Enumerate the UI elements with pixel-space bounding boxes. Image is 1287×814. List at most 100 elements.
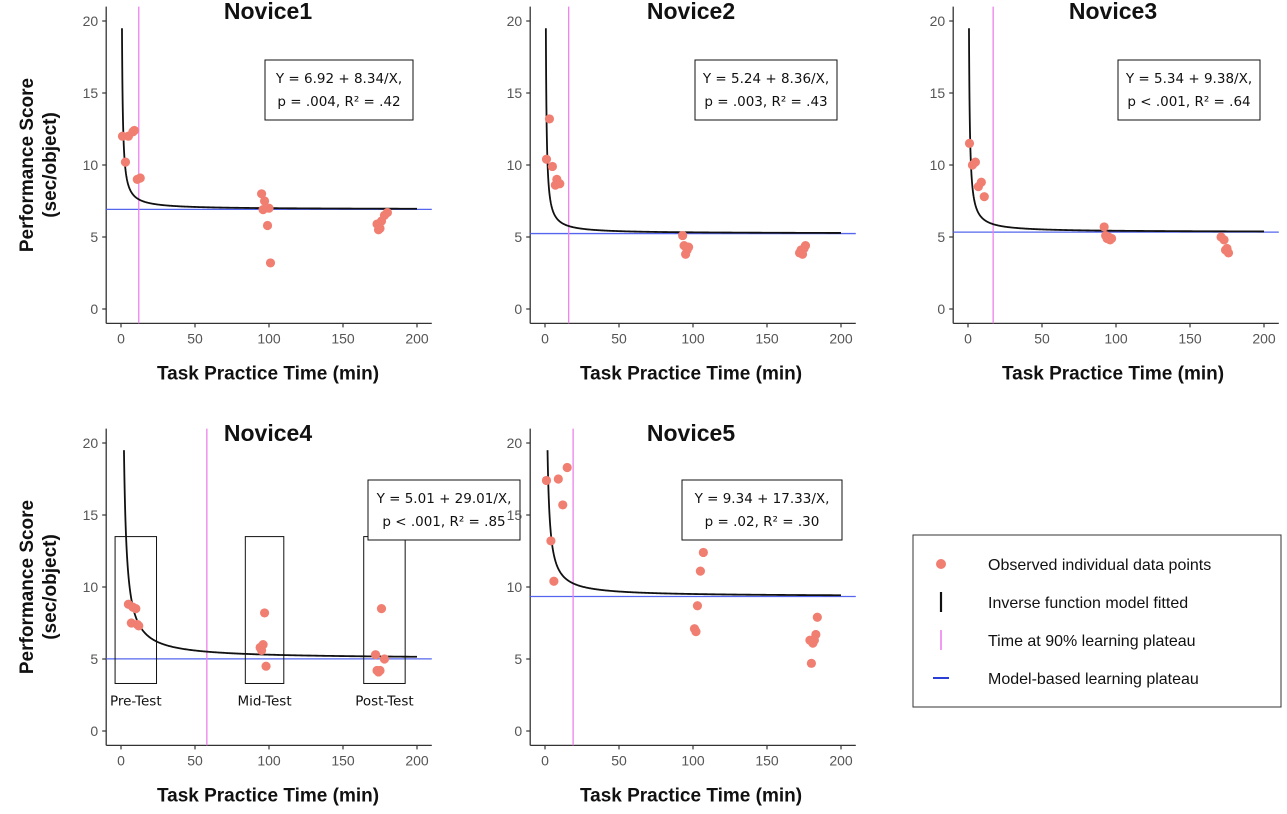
data-point	[692, 601, 703, 611]
data-point	[135, 173, 145, 183]
y-tick-label: 0	[514, 723, 522, 739]
x-axis-title: Task Practice Time (min)	[157, 363, 379, 384]
data-point	[678, 230, 688, 241]
data-point	[541, 475, 552, 486]
x-axis-title: Task Practice Time (min)	[157, 785, 379, 806]
y-tick-label: 10	[507, 157, 523, 173]
x-axis-title: Task Practice Time (min)	[580, 785, 802, 806]
data-point	[549, 576, 559, 586]
x-tick-label: 200	[405, 330, 429, 346]
data-point	[695, 566, 706, 576]
y-tick-label: 15	[507, 507, 523, 523]
legend-box	[912, 534, 1282, 708]
y-axis-title-line1: Performance Score	[17, 78, 38, 252]
y-tick-label: 0	[90, 723, 98, 739]
data-point	[541, 154, 552, 164]
data-point	[265, 258, 276, 268]
legend-point-icon	[936, 559, 946, 569]
fitted-curve	[546, 450, 842, 597]
y-axis-title-line2: (sec/object)	[40, 534, 61, 640]
equation-text: Y = 5.24 + 8.36/X,	[702, 71, 829, 87]
equation-text: Y = 9.34 + 17.33/X,	[694, 491, 830, 507]
data-point	[262, 220, 273, 231]
x-tick-label: 200	[1252, 330, 1276, 346]
data-point	[134, 621, 144, 631]
x-tick-label: 0	[541, 330, 549, 346]
data-point	[691, 627, 701, 637]
data-point	[375, 223, 385, 233]
data-point	[131, 604, 141, 614]
y-tick-label: 5	[937, 229, 945, 245]
data-point	[376, 604, 387, 614]
x-tick-label: 50	[611, 330, 627, 346]
statistics-text: p < .001, R² = .85	[382, 514, 505, 530]
y-tick-label: 10	[930, 157, 946, 173]
data-point	[120, 157, 131, 167]
chart-title: Novice2	[647, 0, 735, 24]
x-tick-label: 200	[405, 752, 429, 768]
x-axis-title: Task Practice Time (min)	[580, 363, 802, 384]
y-tick-label: 20	[507, 13, 523, 29]
chart-title: Novice5	[647, 420, 735, 446]
fitted-curve	[544, 28, 842, 234]
x-tick-label: 100	[257, 752, 281, 768]
data-point	[1219, 235, 1229, 245]
group-label: Mid-Test	[237, 693, 291, 709]
y-tick-label: 15	[83, 507, 99, 523]
x-tick-label: 150	[1178, 330, 1202, 346]
y-tick-label: 5	[90, 229, 98, 245]
x-tick-label: 100	[257, 330, 281, 346]
x-tick-label: 200	[829, 330, 853, 346]
x-tick-label: 0	[541, 752, 549, 768]
y-tick-label: 10	[83, 157, 99, 173]
y-tick-label: 0	[937, 301, 945, 317]
data-point	[555, 179, 565, 189]
data-point	[964, 138, 975, 148]
group-box	[114, 536, 158, 684]
data-point	[979, 192, 989, 202]
fitted-curve	[968, 28, 1265, 233]
statistics-text: p = .003, R² = .43	[704, 94, 827, 110]
y-axis-title-line2: (sec/object)	[40, 112, 61, 218]
x-tick-label: 150	[755, 752, 779, 768]
legend-label: Time at 90% learning plateau	[988, 633, 1196, 650]
data-point	[379, 654, 390, 664]
group-label: Pre-Test	[110, 693, 162, 709]
data-point	[811, 629, 821, 640]
group-label: Post-Test	[355, 693, 413, 709]
y-axis-title-line1: Performance Score	[17, 500, 38, 674]
equation-box	[367, 479, 521, 541]
data-point	[259, 608, 270, 618]
data-point	[544, 114, 555, 124]
x-tick-label: 50	[611, 752, 627, 768]
x-tick-label: 100	[1104, 330, 1128, 346]
y-tick-label: 15	[83, 85, 99, 101]
x-tick-label: 200	[829, 752, 853, 768]
data-point	[259, 196, 270, 206]
equation-text: Y = 6.92 + 8.34/X,	[275, 71, 402, 87]
data-point	[546, 536, 556, 546]
equation-box	[264, 59, 414, 121]
x-tick-label: 0	[964, 330, 972, 346]
equation-text: Y = 5.01 + 29.01/X,	[376, 491, 512, 507]
equation-box	[1117, 59, 1261, 121]
statistics-text: p < .001, R² = .64	[1127, 94, 1250, 110]
data-point	[698, 547, 708, 558]
y-tick-label: 5	[514, 229, 522, 245]
x-tick-label: 100	[681, 752, 705, 768]
legend-label: Model-based learning plateau	[988, 671, 1199, 688]
data-point	[553, 474, 563, 484]
y-tick-label: 10	[83, 579, 99, 595]
data-point	[683, 242, 694, 252]
y-tick-label: 15	[507, 85, 523, 101]
x-tick-label: 0	[117, 330, 125, 346]
legend-label: Inverse function model fitted	[988, 595, 1188, 612]
chart-title: Novice4	[224, 420, 312, 446]
y-tick-label: 0	[90, 301, 98, 317]
data-point	[258, 640, 268, 650]
